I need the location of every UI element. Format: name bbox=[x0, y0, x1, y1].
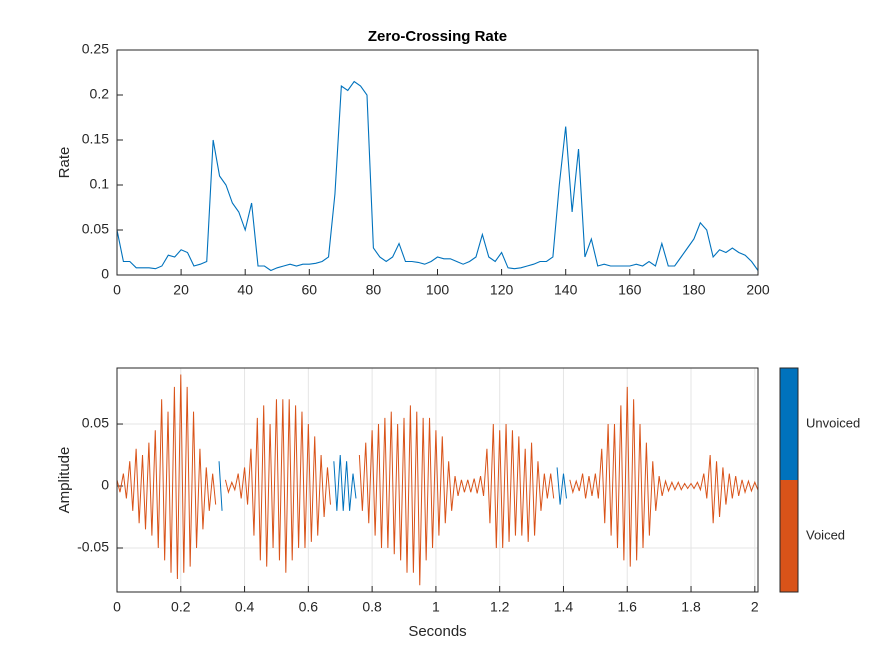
x-axis-label: Seconds bbox=[408, 623, 466, 640]
x-tick-label: 160 bbox=[618, 282, 642, 298]
x-tick-label: 1.8 bbox=[681, 599, 701, 615]
axes-box bbox=[116, 49, 759, 276]
legend-label: Voiced bbox=[806, 527, 845, 542]
y-tick-label: 0.25 bbox=[82, 41, 109, 57]
legend-swatch bbox=[780, 480, 798, 592]
y-tick-label: 0 bbox=[101, 477, 109, 493]
data-line bbox=[116, 80, 759, 272]
x-tick-label: 100 bbox=[426, 282, 450, 298]
x-tick-label: 1.2 bbox=[490, 599, 510, 615]
y-axis-label: Amplitude bbox=[56, 447, 73, 514]
waveform bbox=[218, 454, 567, 511]
legend-swatch bbox=[780, 368, 798, 480]
y-tick-label: 0.2 bbox=[90, 86, 110, 102]
x-tick-label: 0.8 bbox=[362, 599, 382, 615]
x-tick-label: 180 bbox=[682, 282, 706, 298]
x-tick-label: 1.6 bbox=[618, 599, 638, 615]
x-tick-label: 20 bbox=[173, 282, 189, 298]
y-tick-label: 0.15 bbox=[82, 131, 109, 147]
legend-label: Unvoiced bbox=[806, 415, 860, 430]
y-tick-label: 0.1 bbox=[90, 176, 110, 192]
x-tick-label: 0 bbox=[113, 282, 121, 298]
x-tick-label: 0.4 bbox=[235, 599, 255, 615]
x-tick-label: 80 bbox=[366, 282, 382, 298]
x-tick-label: 140 bbox=[554, 282, 578, 298]
y-tick-label: 0.05 bbox=[82, 415, 109, 431]
y-axis-label: Rate bbox=[56, 147, 73, 179]
x-tick-label: 0 bbox=[113, 599, 121, 615]
x-tick-label: 1 bbox=[432, 599, 440, 615]
x-tick-label: 60 bbox=[302, 282, 318, 298]
axes-box bbox=[116, 367, 759, 593]
x-tick-label: 2 bbox=[751, 599, 759, 615]
x-tick-label: 40 bbox=[237, 282, 253, 298]
y-tick-label: 0.05 bbox=[82, 221, 109, 237]
x-tick-label: 0.2 bbox=[171, 599, 191, 615]
y-tick-label: -0.05 bbox=[77, 539, 109, 555]
x-tick-label: 200 bbox=[746, 282, 770, 298]
x-tick-label: 1.4 bbox=[554, 599, 574, 615]
colorbar-box bbox=[779, 367, 799, 593]
plot-area bbox=[117, 50, 758, 275]
x-tick-label: 0.6 bbox=[299, 599, 319, 615]
x-tick-label: 120 bbox=[490, 282, 514, 298]
y-tick-label: 0 bbox=[101, 266, 109, 282]
chart-title: Zero-Crossing Rate bbox=[368, 28, 507, 45]
waveform bbox=[116, 374, 759, 586]
